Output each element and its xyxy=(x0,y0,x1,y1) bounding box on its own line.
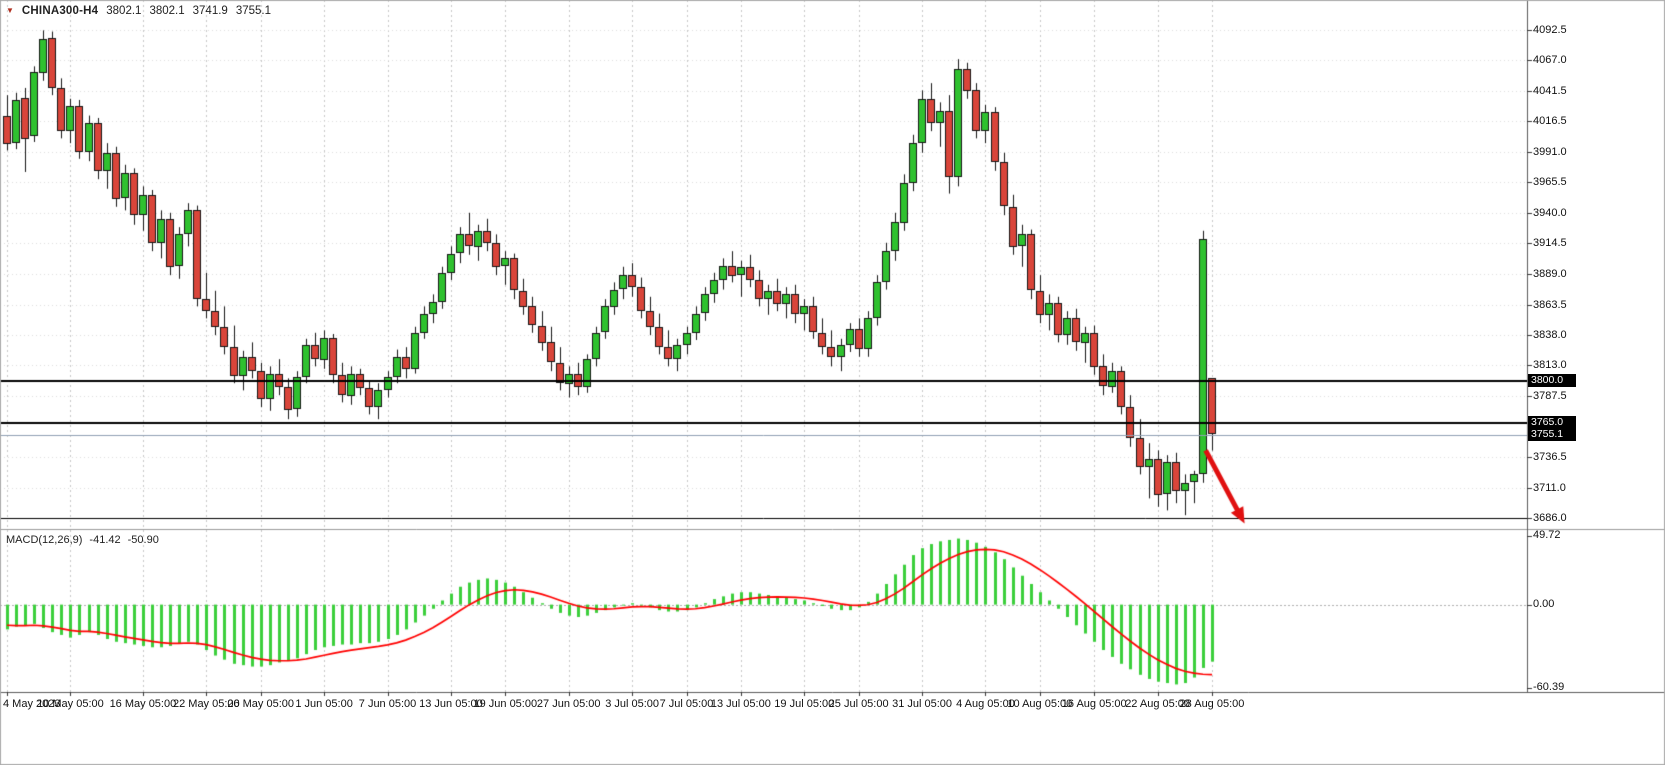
ohlc-high: 3802.1 xyxy=(149,5,185,17)
symbol-ohlc-header: ▼ CHINA300-H4 3802.1 3802.1 3741.9 3755.… xyxy=(6,5,271,17)
time-axis-label: 10 May 05:00 xyxy=(37,698,104,710)
time-axis-label: 22 May 05:00 xyxy=(172,698,240,710)
price-axis-label: 3965.5 xyxy=(1533,176,1567,189)
time-axis-label: 1 Jun 05:00 xyxy=(295,698,353,710)
time-axis-label: 7 Jun 05:00 xyxy=(358,698,417,710)
time-axis-label: 3 Jul 05:00 xyxy=(605,698,660,710)
ohlc-low: 3741.9 xyxy=(192,5,228,17)
time-axis-label: 27 Jun 05:00 xyxy=(536,698,601,710)
macd-signal-value: -50.90 xyxy=(127,534,159,546)
time-axis-label: 19 Jul 05:00 xyxy=(774,698,835,710)
price-axis-label: 3940.0 xyxy=(1533,206,1567,219)
time-axis-label: 31 Jul 05:00 xyxy=(892,698,953,710)
macd-axis-label: -60.39 xyxy=(1533,680,1565,693)
price-axis-label: 3813.0 xyxy=(1533,359,1567,372)
time-axis-label: 10 Aug 05:00 xyxy=(1007,698,1073,710)
time-axis-label: 13 Jun 05:00 xyxy=(419,698,483,710)
price-axis-label: 4041.5 xyxy=(1533,84,1567,97)
time-axis-label: 4 May 2023 xyxy=(3,698,61,710)
time-axis[interactable]: 4 May 2023 10 May 05:00 16 May 05:00 22 May… xyxy=(0,698,1560,716)
price-axis-label: 3711.0 xyxy=(1533,481,1566,494)
ohlc-close: 3755.1 xyxy=(235,5,272,17)
price-level-box: 3765.0 xyxy=(1528,416,1576,430)
bid-price-box: 3755.1 xyxy=(1528,428,1576,442)
time-axis-label: 26 May 05:00 xyxy=(227,698,294,710)
macd-axis-label: 0.00 xyxy=(1533,597,1555,610)
time-axis-label: 4 Aug 05:00 xyxy=(956,698,1015,710)
price-axis-label: 4092.5 xyxy=(1533,23,1567,36)
time-axis-label: 13 Jul 05:00 xyxy=(710,698,771,710)
price-axis-label: 4067.0 xyxy=(1533,54,1567,67)
time-axis-label: 22 Aug 05:00 xyxy=(1125,698,1191,710)
symbol-marker-icon: ▼ xyxy=(6,6,14,15)
price-level-box: 3800.0 xyxy=(1528,374,1576,388)
price-axis-label: 3889.0 xyxy=(1533,267,1567,280)
time-axis-label: 7 Jul 05:00 xyxy=(659,698,714,710)
macd-indicator-label: MACD(12,26,9) -41.42 -50.90 xyxy=(6,534,159,546)
price-axis-label: 4016.5 xyxy=(1533,114,1567,127)
price-axis-label: 3838.0 xyxy=(1533,329,1567,342)
ohlc-open: 3802.1 xyxy=(106,5,142,17)
price-axis-label: 3863.5 xyxy=(1533,298,1567,311)
time-axis-label: 28 Aug 05:00 xyxy=(1179,698,1245,710)
time-axis-label: 16 May 05:00 xyxy=(109,698,177,710)
price-axis-label: 3686.0 xyxy=(1533,511,1567,524)
time-axis-label: 19 Jun 05:00 xyxy=(473,698,538,710)
price-axis-label: 3787.5 xyxy=(1533,389,1567,402)
time-axis-label: 16 Aug 05:00 xyxy=(1061,698,1127,710)
price-axis-label: 3914.5 xyxy=(1533,237,1567,250)
symbol-name: CHINA300-H4 xyxy=(21,5,99,17)
macd-main-value: -41.42 xyxy=(89,534,121,546)
macd-axis-label: 49.72 xyxy=(1533,529,1561,542)
price-axis-label: 3991.0 xyxy=(1533,145,1567,158)
time-axis-label: 25 Jul 05:00 xyxy=(828,698,889,710)
macd-name: MACD(12,26,9) xyxy=(6,534,83,546)
price-axis-label: 3736.5 xyxy=(1533,450,1567,463)
